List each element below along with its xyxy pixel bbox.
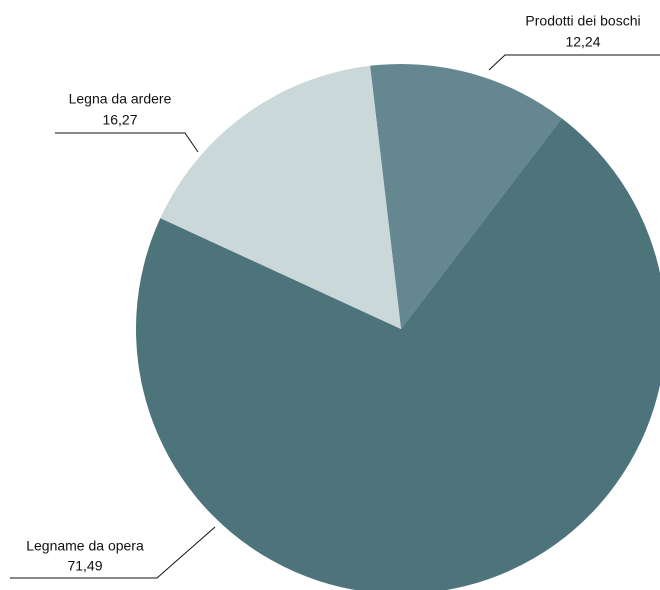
pie-slice — [136, 118, 660, 590]
leader-line — [10, 526, 216, 579]
slice-label: Legname da opera — [26, 538, 144, 554]
leader-line — [55, 132, 199, 153]
slice-value: 71,49 — [67, 558, 102, 574]
slice-value: 12,24 — [565, 34, 600, 50]
pie-slice — [160, 65, 401, 329]
slice-label: Legna da ardere — [69, 91, 172, 107]
pie-slice — [370, 64, 562, 330]
slice-value: 16,27 — [102, 112, 137, 128]
slice-label: Prodotti dei boschi — [525, 13, 640, 29]
leader-line — [488, 54, 660, 71]
